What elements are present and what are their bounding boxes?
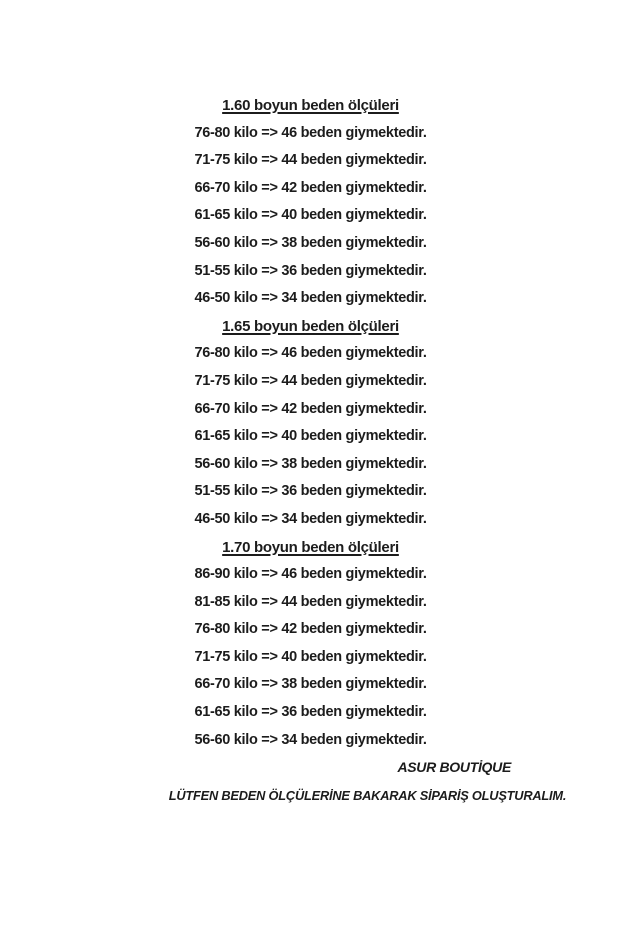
- size-row: 46-50 kilo => 34 beden giymektedir.: [194, 510, 427, 527]
- size-row: 71-75 kilo => 44 beden giymektedir.: [194, 152, 427, 169]
- size-row: 76-80 kilo => 46 beden giymektedir.: [194, 124, 427, 141]
- size-row: 61-65 kilo => 40 beden giymektedir.: [194, 207, 427, 224]
- order-note: LÜTFEN BEDEN ÖLÇÜLERİNE BAKARAK SİPARİŞ …: [168, 787, 567, 803]
- size-row: 86-90 kilo => 46 beden giymektedir.: [194, 566, 427, 583]
- size-row: 56-60 kilo => 38 beden giymektedir.: [194, 234, 427, 251]
- size-row: 71-75 kilo => 44 beden giymektedir.: [194, 372, 427, 389]
- size-row: 71-75 kilo => 40 beden giymektedir.: [194, 648, 427, 665]
- section-title-170: 1.70 boyun beden ölçüleri: [222, 538, 399, 556]
- size-row: 56-60 kilo => 34 beden giymektedir.: [194, 731, 427, 748]
- size-row: 81-85 kilo => 44 beden giymektedir.: [194, 593, 427, 610]
- section-title-160: 1.60 boyun beden ölçüleri: [222, 97, 399, 114]
- size-row: 66-70 kilo => 38 beden giymektedir.: [194, 676, 427, 693]
- size-row: 51-55 kilo => 36 beden giymektedir.: [194, 483, 427, 500]
- size-row: 46-50 kilo => 34 beden giymektedir.: [194, 290, 427, 307]
- size-chart: 1.60 boyun beden ölçüleri 76-80 kilo => …: [168, 97, 567, 803]
- size-row: 66-70 kilo => 42 beden giymektedir.: [194, 400, 427, 417]
- size-row: 76-80 kilo => 42 beden giymektedir.: [194, 621, 427, 638]
- size-row: 56-60 kilo => 38 beden giymektedir.: [194, 455, 427, 472]
- size-row: 51-55 kilo => 36 beden giymektedir.: [194, 262, 427, 279]
- brand-signature: ASUR BOUTİQUE: [397, 759, 511, 776]
- section-title-165: 1.65 boyun beden ölçüleri: [222, 317, 399, 335]
- size-row: 66-70 kilo => 42 beden giymektedir.: [194, 179, 427, 196]
- size-row: 76-80 kilo => 46 beden giymektedir.: [194, 345, 427, 362]
- size-row: 61-65 kilo => 40 beden giymektedir.: [194, 428, 427, 445]
- size-row: 61-65 kilo => 36 beden giymektedir.: [194, 704, 427, 721]
